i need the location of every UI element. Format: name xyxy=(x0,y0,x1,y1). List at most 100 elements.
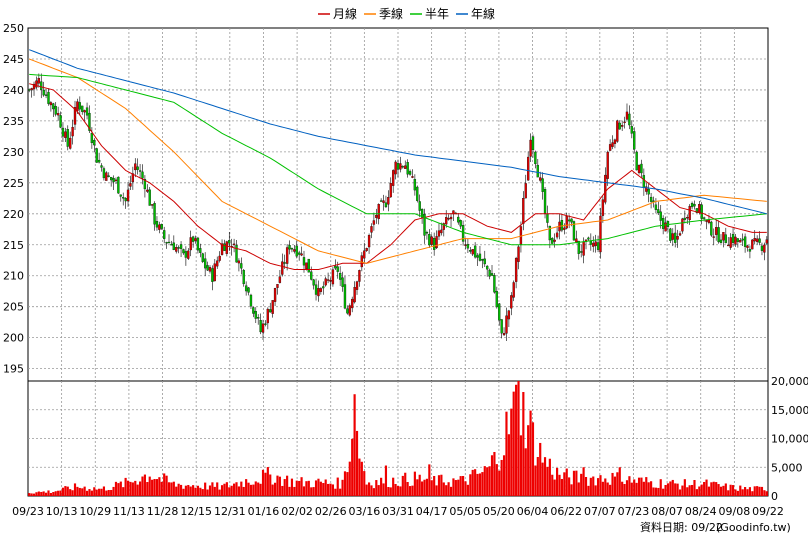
volume-bar-262 xyxy=(659,479,662,496)
volume-bar-6 xyxy=(42,491,45,496)
candle-body-274 xyxy=(688,206,691,221)
candle-body-18 xyxy=(71,126,74,137)
candle-body-170 xyxy=(437,230,441,237)
candle-body-162 xyxy=(418,201,421,211)
candle-body-117 xyxy=(310,271,313,280)
volume-bar-76 xyxy=(211,482,214,496)
volume-bar-115 xyxy=(305,481,308,496)
candle-body-62 xyxy=(177,247,180,249)
candle-body-237 xyxy=(599,215,602,253)
volume-bar-277 xyxy=(695,489,698,496)
candle-body-89 xyxy=(242,269,245,285)
volume-bar-249 xyxy=(628,476,631,496)
volume-bar-54 xyxy=(158,477,161,496)
candle-body-174 xyxy=(447,218,450,220)
candle-body-267 xyxy=(671,233,674,240)
volume-bar-134 xyxy=(351,438,354,496)
candle-body-266 xyxy=(669,228,672,241)
candle-body-41 xyxy=(126,189,130,202)
x-axis: 09/23 10/13 10/29 11/13 11/28 12/15 12/31 01/16… xyxy=(12,505,784,518)
candle-body-253 xyxy=(637,165,641,173)
volume-bar-78 xyxy=(216,482,219,496)
candle-body-111 xyxy=(295,245,298,257)
x-tick-label-13: 05/05 xyxy=(449,505,481,518)
candle-body-259 xyxy=(652,200,655,202)
candle-body-264 xyxy=(664,222,667,232)
volume-bar-26 xyxy=(90,490,93,496)
volume-bar-118 xyxy=(312,487,315,496)
volume-bar-130 xyxy=(341,479,344,496)
candle-body-25 xyxy=(88,112,91,131)
candle-body-228 xyxy=(577,240,580,254)
volume-bar-227 xyxy=(575,470,578,496)
volume-bar-293 xyxy=(734,489,737,496)
x-tick-label-8: 02/02 xyxy=(281,505,313,518)
volume-bar-304 xyxy=(760,486,764,496)
candle-body-81 xyxy=(223,243,226,251)
legend: 月線 季線 半年 年線 xyxy=(318,6,495,21)
volume-bar-197 xyxy=(502,455,506,496)
volume-bar-167 xyxy=(430,480,433,496)
volume-bar-36 xyxy=(114,481,118,496)
volume-bar-93 xyxy=(252,484,255,496)
candle-body-181 xyxy=(464,244,467,246)
volume-bar-33 xyxy=(107,489,110,496)
candle-body-47 xyxy=(141,171,144,179)
volume-bar-25 xyxy=(88,489,91,496)
volume-bar-223 xyxy=(565,468,568,496)
x-tick-label-11: 03/31 xyxy=(382,505,414,518)
price-tick-label-9: 205 xyxy=(3,301,24,314)
volume-bar-123 xyxy=(324,479,327,496)
volume-bar-289 xyxy=(724,483,727,496)
volume-bar-228 xyxy=(577,482,580,496)
volume-bar-261 xyxy=(657,487,660,496)
volume-bar-114 xyxy=(302,486,306,496)
candle-body-91 xyxy=(247,287,250,293)
candle-body-273 xyxy=(686,217,689,219)
candle-body-168 xyxy=(432,238,436,250)
candle-body-186 xyxy=(476,255,479,258)
candle-body-201 xyxy=(512,282,515,298)
candle-body-271 xyxy=(681,218,684,232)
volume-bar-48 xyxy=(143,474,146,496)
volume-bar-255 xyxy=(642,481,645,496)
candle-body-125 xyxy=(329,280,332,282)
price-tick-label-5: 225 xyxy=(3,177,24,190)
volume-bar-264 xyxy=(664,484,667,496)
candle-body-284 xyxy=(712,236,715,238)
volume-bar-270 xyxy=(678,489,682,496)
candle-body-240 xyxy=(606,151,609,179)
candle-body-43 xyxy=(131,173,135,183)
moving-averages xyxy=(29,49,767,270)
volume-bar-16 xyxy=(66,486,69,496)
volume-bar-45 xyxy=(136,484,139,496)
volume-bar-37 xyxy=(117,483,120,496)
candle-body-276 xyxy=(693,204,696,207)
volume-bar-166 xyxy=(428,464,431,496)
volume-bar-68 xyxy=(192,485,195,496)
candle-body-68 xyxy=(191,236,195,242)
volume-bar-186 xyxy=(476,473,479,496)
candle-body-46 xyxy=(138,170,142,172)
candle-body-252 xyxy=(635,151,638,171)
volume-bar-53 xyxy=(155,479,159,496)
candle-body-86 xyxy=(235,245,238,263)
candle-body-269 xyxy=(676,236,679,240)
candle-body-302 xyxy=(755,238,759,242)
volume-bar-291 xyxy=(729,484,732,496)
candle-body-270 xyxy=(678,233,682,236)
volume-bar-288 xyxy=(722,485,725,496)
candle-body-239 xyxy=(604,174,607,203)
candle-body-50 xyxy=(148,189,151,206)
volume-bar-9 xyxy=(49,493,52,496)
volume-bar-296 xyxy=(741,489,744,496)
candle-body-139 xyxy=(363,250,366,259)
candle-body-80 xyxy=(220,243,224,255)
volume-bar-224 xyxy=(568,477,571,496)
volume-bar-194 xyxy=(495,464,498,496)
candle-body-64 xyxy=(182,249,185,254)
candle-body-208 xyxy=(529,139,532,157)
candle-body-195 xyxy=(498,303,501,321)
candle-body-130 xyxy=(341,277,344,287)
